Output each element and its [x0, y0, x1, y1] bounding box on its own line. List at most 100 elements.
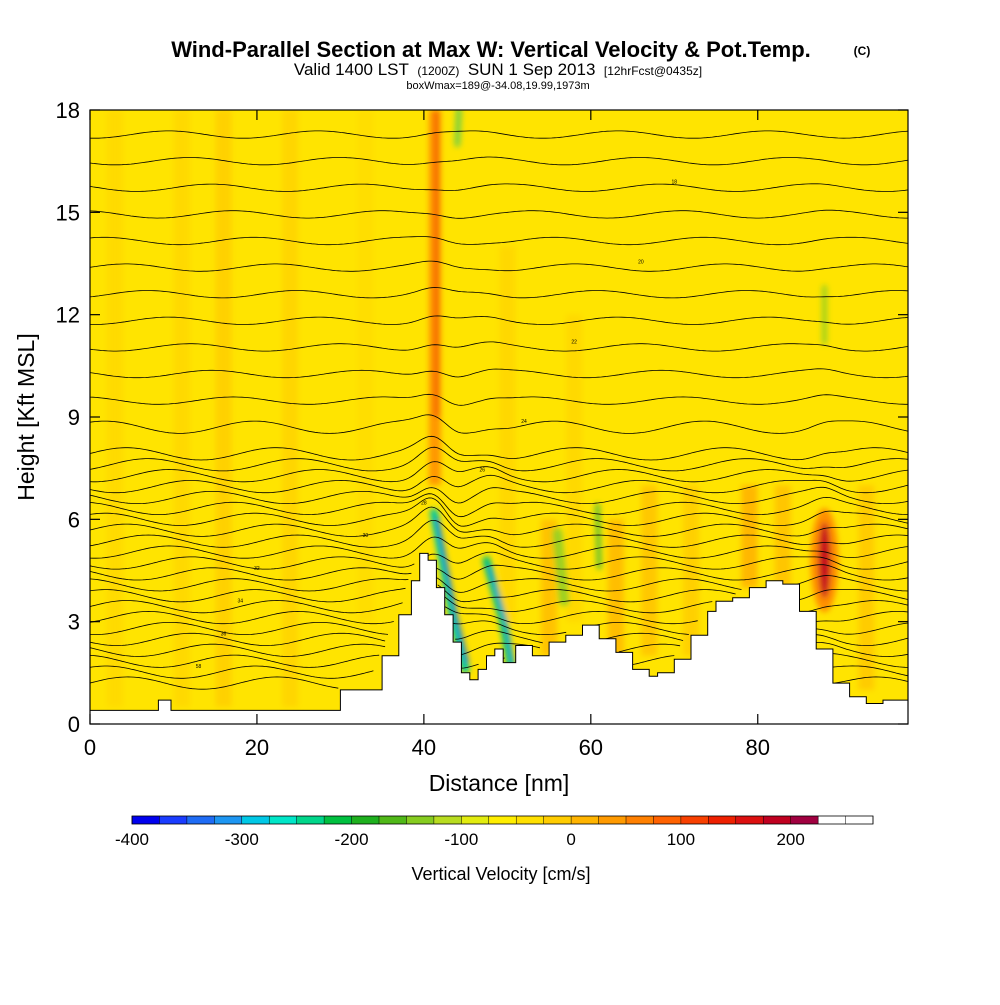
- theta-contour: [90, 130, 908, 139]
- colorbar-segment: [379, 816, 407, 824]
- velocity-band: [282, 110, 299, 707]
- x-tick-label: 20: [245, 735, 269, 760]
- colorbar-ticks: -400 -300 -200 -100 0 100 200: [115, 830, 805, 849]
- theta-contour: [90, 315, 908, 325]
- x-axis: 0 20 40 60 80: [84, 110, 770, 760]
- y-tick-label: 3: [68, 610, 80, 635]
- colorbar-segment: [269, 816, 297, 824]
- theta-contour: [90, 435, 908, 461]
- colorbar-segment: [324, 816, 352, 824]
- theta-contour: [90, 506, 908, 537]
- theta-contour: [90, 676, 908, 690]
- colorbar-segment: [680, 816, 709, 824]
- theta-contour: [90, 584, 908, 603]
- theta-contour-label: 36: [221, 631, 227, 637]
- theta-contour-label: 58: [196, 664, 202, 670]
- theta-contour-labels: 58 36 34 32 30 28 26 24 22 20 18: [196, 180, 678, 670]
- velocity-band: [682, 485, 699, 656]
- theta-contour: [90, 414, 908, 434]
- box-wmax-info: boxWmax=189@-34.08,19.99,1973m: [406, 80, 589, 92]
- downdraft-streak: [595, 503, 602, 570]
- colorbar-segment: [433, 816, 462, 824]
- theta-contour: [90, 209, 908, 219]
- y-tick-label: 12: [56, 303, 80, 328]
- terrain-mask: [90, 552, 908, 724]
- plot-area: 58 36 34 32 30 28 26 24 22 20 18: [90, 110, 908, 724]
- y-tick-label: 0: [68, 712, 80, 737]
- theta-contour-label: 24: [521, 419, 527, 425]
- colorbar-tick-label: 0: [566, 830, 575, 849]
- y-tick-label: 15: [56, 200, 80, 225]
- theta-contour: [90, 497, 908, 527]
- theta-contour: [90, 630, 908, 646]
- colorbar-segment: [186, 816, 215, 824]
- theta-contour: [90, 287, 908, 299]
- velocity-band: [357, 110, 374, 622]
- theta-contour: [90, 486, 908, 504]
- colorbar-segment: [626, 816, 654, 824]
- theta-contour-label: 20: [638, 260, 644, 266]
- colorbar-segment: [159, 816, 188, 824]
- subtitle-forecast: [12hrFcst@0435z]: [604, 64, 702, 78]
- updraft-core: [818, 522, 831, 599]
- colorbar-segment: [598, 816, 627, 824]
- theta-contour: [90, 341, 908, 352]
- colorbar-segment: [488, 816, 517, 824]
- colorbar-tick-label: 200: [776, 830, 804, 849]
- velocity-band: [858, 485, 875, 690]
- x-tick-label: 80: [746, 735, 770, 760]
- theta-contour: [90, 605, 908, 625]
- colorbar-segment: [132, 816, 160, 824]
- velocity-band: [173, 110, 190, 707]
- downdraft-streak: [454, 110, 462, 148]
- downdraft-streak: [552, 528, 570, 607]
- theta-contour: [90, 665, 908, 679]
- subtitle-date: SUN 1 Sep 2013: [468, 60, 596, 79]
- velocity-band: [107, 110, 124, 707]
- updraft-column-core: [433, 110, 439, 417]
- colorbar-segment: [653, 816, 682, 824]
- colorbar-tick-label: -400: [115, 830, 149, 849]
- theta-contour: [90, 236, 908, 246]
- x-tick-label: 40: [412, 735, 436, 760]
- theta-contour: [90, 446, 908, 472]
- subtitle-utc: (1200Z): [417, 64, 459, 78]
- x-tick-label: 60: [579, 735, 603, 760]
- theta-contour: [90, 393, 908, 406]
- colorbar-segment: [516, 816, 544, 824]
- velocity-field: [107, 110, 875, 707]
- theta-contour: [90, 642, 908, 657]
- colorbar-segment: [461, 816, 490, 824]
- colorbar-segment: [790, 816, 819, 824]
- colorbar-tick-label: -100: [444, 830, 478, 849]
- chart-title: Wind-Parallel Section at Max W: Vertical…: [171, 37, 811, 62]
- colorbar-tick-label: 100: [667, 830, 695, 849]
- theta-contour-label: 30: [363, 533, 369, 539]
- theta-contour: [90, 564, 908, 581]
- velocity-band: [499, 246, 516, 622]
- colorbar-segment: [708, 816, 737, 824]
- chart-subtitle: Valid 1400 LST (1200Z) SUN 1 Sep 2013 [1…: [294, 60, 702, 79]
- theta-contour: [90, 156, 908, 166]
- theta-contour-label: 32: [254, 566, 260, 572]
- subtitle-valid: Valid 1400 LST: [294, 60, 409, 79]
- velocity-band: [641, 485, 658, 656]
- colorbar-tick-label: -200: [335, 830, 369, 849]
- x-axis-title: Distance [nm]: [429, 770, 570, 796]
- colorbar-segment: [351, 816, 380, 824]
- colorbar-segment: [214, 816, 243, 824]
- velocity-band: [741, 485, 758, 588]
- downdraft-streak: [488, 565, 514, 665]
- velocity-band: [607, 519, 624, 656]
- colorbar-segment: [735, 816, 764, 824]
- y-axis-title: Height [Kft MSL]: [13, 333, 39, 500]
- theta-contour-label: 22: [571, 339, 577, 345]
- theta-contour: [90, 260, 908, 272]
- theta-contour: [90, 183, 908, 192]
- y-tick-label: 18: [56, 98, 80, 123]
- theta-contour-label: 34: [237, 599, 243, 605]
- velocity-band: [215, 110, 232, 707]
